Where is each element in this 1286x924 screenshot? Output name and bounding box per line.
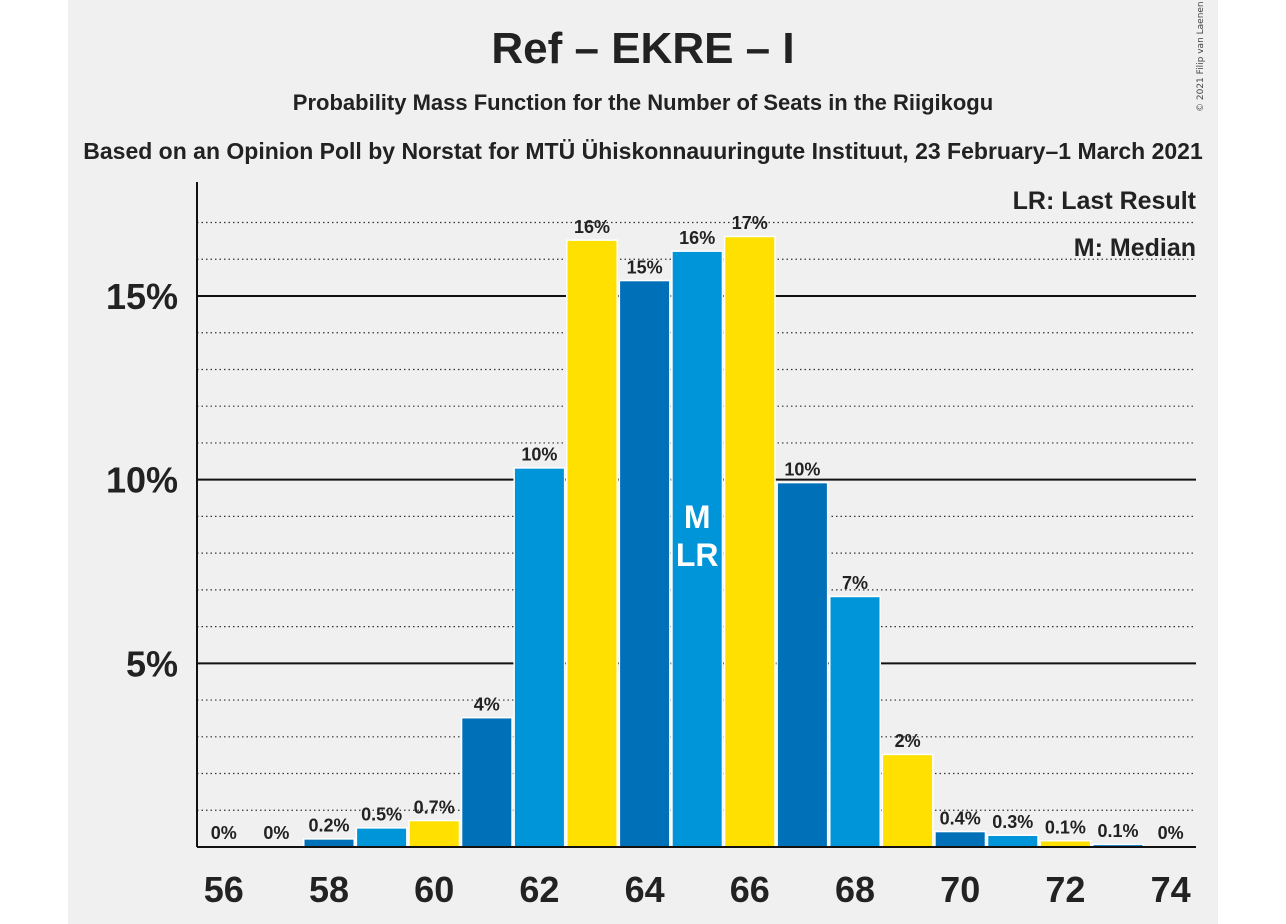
chart-title: Ref – EKRE – I xyxy=(491,24,795,73)
x-tick-label: 72 xyxy=(1045,869,1085,910)
data-label: 0.4% xyxy=(940,808,981,828)
x-tick-label: 64 xyxy=(625,869,665,910)
data-label: 0.5% xyxy=(361,805,402,825)
median-marker: M xyxy=(684,499,711,535)
data-label: 16% xyxy=(574,217,610,237)
bar-seat-68 xyxy=(830,597,880,847)
bar-seat-69 xyxy=(883,755,933,847)
data-label: 15% xyxy=(627,257,663,277)
data-label: 16% xyxy=(679,228,715,248)
bar-seat-65 xyxy=(672,251,722,848)
data-label: 0% xyxy=(1158,823,1184,843)
bar-seat-60 xyxy=(409,821,459,847)
bar-seat-70 xyxy=(935,832,985,847)
x-tick-label: 62 xyxy=(519,869,559,910)
data-label: 7% xyxy=(842,573,868,593)
bar-seat-67 xyxy=(777,483,827,847)
x-tick-label: 74 xyxy=(1151,869,1191,910)
data-label: 10% xyxy=(521,445,557,465)
bar-seat-66 xyxy=(725,237,775,847)
bar-seat-59 xyxy=(357,828,407,847)
y-tick-label: 5% xyxy=(126,643,178,684)
data-label: 0.7% xyxy=(414,797,455,817)
y-tick-label: 10% xyxy=(106,460,178,501)
x-tick-label: 66 xyxy=(730,869,770,910)
bar-seat-71 xyxy=(988,835,1038,847)
y-tick-label: 15% xyxy=(106,276,178,317)
data-label: 0.3% xyxy=(992,812,1033,832)
data-label: 17% xyxy=(732,213,768,233)
x-tick-label: 60 xyxy=(414,869,454,910)
data-label: 0.2% xyxy=(308,816,349,836)
x-tick-label: 70 xyxy=(940,869,980,910)
bar-seat-62 xyxy=(514,468,564,847)
bar-seat-63 xyxy=(567,240,617,847)
bar-seat-64 xyxy=(620,281,670,848)
x-tick-label: 56 xyxy=(204,869,244,910)
data-label: 2% xyxy=(895,731,921,751)
x-tick-label: 68 xyxy=(835,869,875,910)
last-result-marker: LR xyxy=(676,537,719,573)
legend-median: M: Median xyxy=(1074,234,1196,262)
data-label: 0.1% xyxy=(1097,821,1138,841)
chart-source: Based on an Opinion Poll by Norstat for … xyxy=(83,138,1203,164)
data-label: 0% xyxy=(211,823,237,843)
bar-seat-61 xyxy=(462,718,512,847)
data-label: 4% xyxy=(474,694,500,714)
legend-last-result: LR: Last Result xyxy=(1013,187,1197,215)
data-label: 0.1% xyxy=(1045,817,1086,837)
data-label: 0% xyxy=(263,823,289,843)
bar-seat-58 xyxy=(304,839,354,847)
chart-subtitle: Probability Mass Function for the Number… xyxy=(292,90,994,115)
bar-seat-72 xyxy=(1040,841,1090,847)
data-label: 10% xyxy=(784,459,820,479)
x-tick-label: 58 xyxy=(309,869,349,910)
